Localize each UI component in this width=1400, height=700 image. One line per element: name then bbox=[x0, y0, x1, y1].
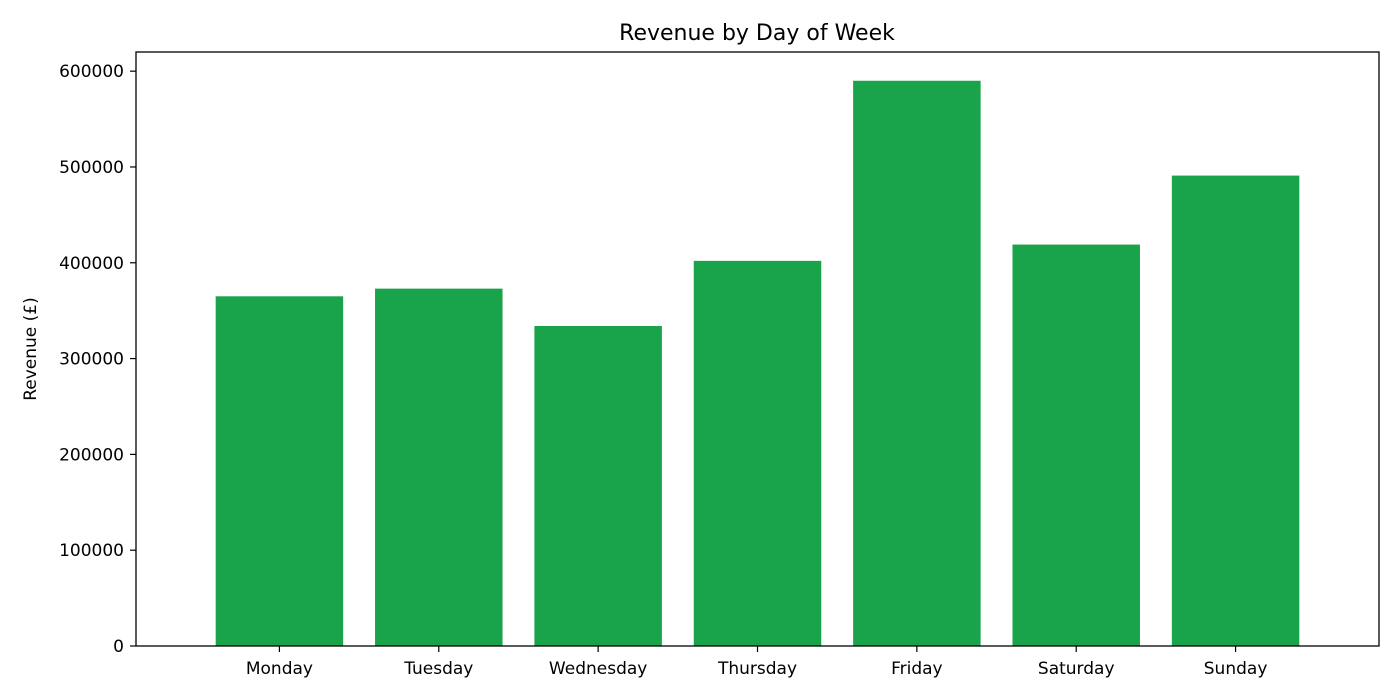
x-ticks-group: Monday Tuesday Wednesday Thursday Friday Satu… bbox=[246, 646, 1268, 679]
y-tick-label: 0 bbox=[113, 637, 124, 657]
y-tick-label: 300000 bbox=[59, 350, 124, 370]
plot-area-frame bbox=[135, 51, 1380, 647]
y-tick-label: 600000 bbox=[59, 62, 124, 82]
bars-group bbox=[215, 80, 1300, 647]
bar-thursday bbox=[693, 260, 822, 646]
x-tick-label-monday: Monday bbox=[246, 659, 313, 679]
x-tick-label-saturday: Saturday bbox=[1038, 659, 1115, 679]
y-ticks-group: 0 100000 200000 300000 400000 500000 600000 bbox=[59, 62, 136, 657]
x-tick-label-friday: Friday bbox=[891, 659, 943, 679]
y-tick-label: 500000 bbox=[59, 158, 124, 178]
bar-sunday bbox=[1171, 175, 1300, 646]
y-tick-label: 200000 bbox=[59, 445, 124, 465]
bar-tuesday bbox=[375, 288, 503, 646]
chart-title: Revenue by Day of Week bbox=[619, 21, 895, 46]
y-tick-label: 100000 bbox=[59, 541, 124, 561]
bar-wednesday bbox=[534, 326, 662, 646]
bar-monday bbox=[215, 296, 344, 646]
x-tick-label-thursday: Thursday bbox=[717, 659, 797, 679]
bar-saturday bbox=[1012, 244, 1140, 646]
x-tick-label-sunday: Sunday bbox=[1204, 659, 1268, 679]
y-tick-label: 400000 bbox=[59, 254, 124, 274]
x-tick-label-tuesday: Tuesday bbox=[403, 659, 473, 679]
y-axis-label: Revenue (£) bbox=[21, 297, 41, 401]
bar-friday bbox=[853, 80, 981, 647]
x-tick-label-wednesday: Wednesday bbox=[549, 659, 647, 679]
